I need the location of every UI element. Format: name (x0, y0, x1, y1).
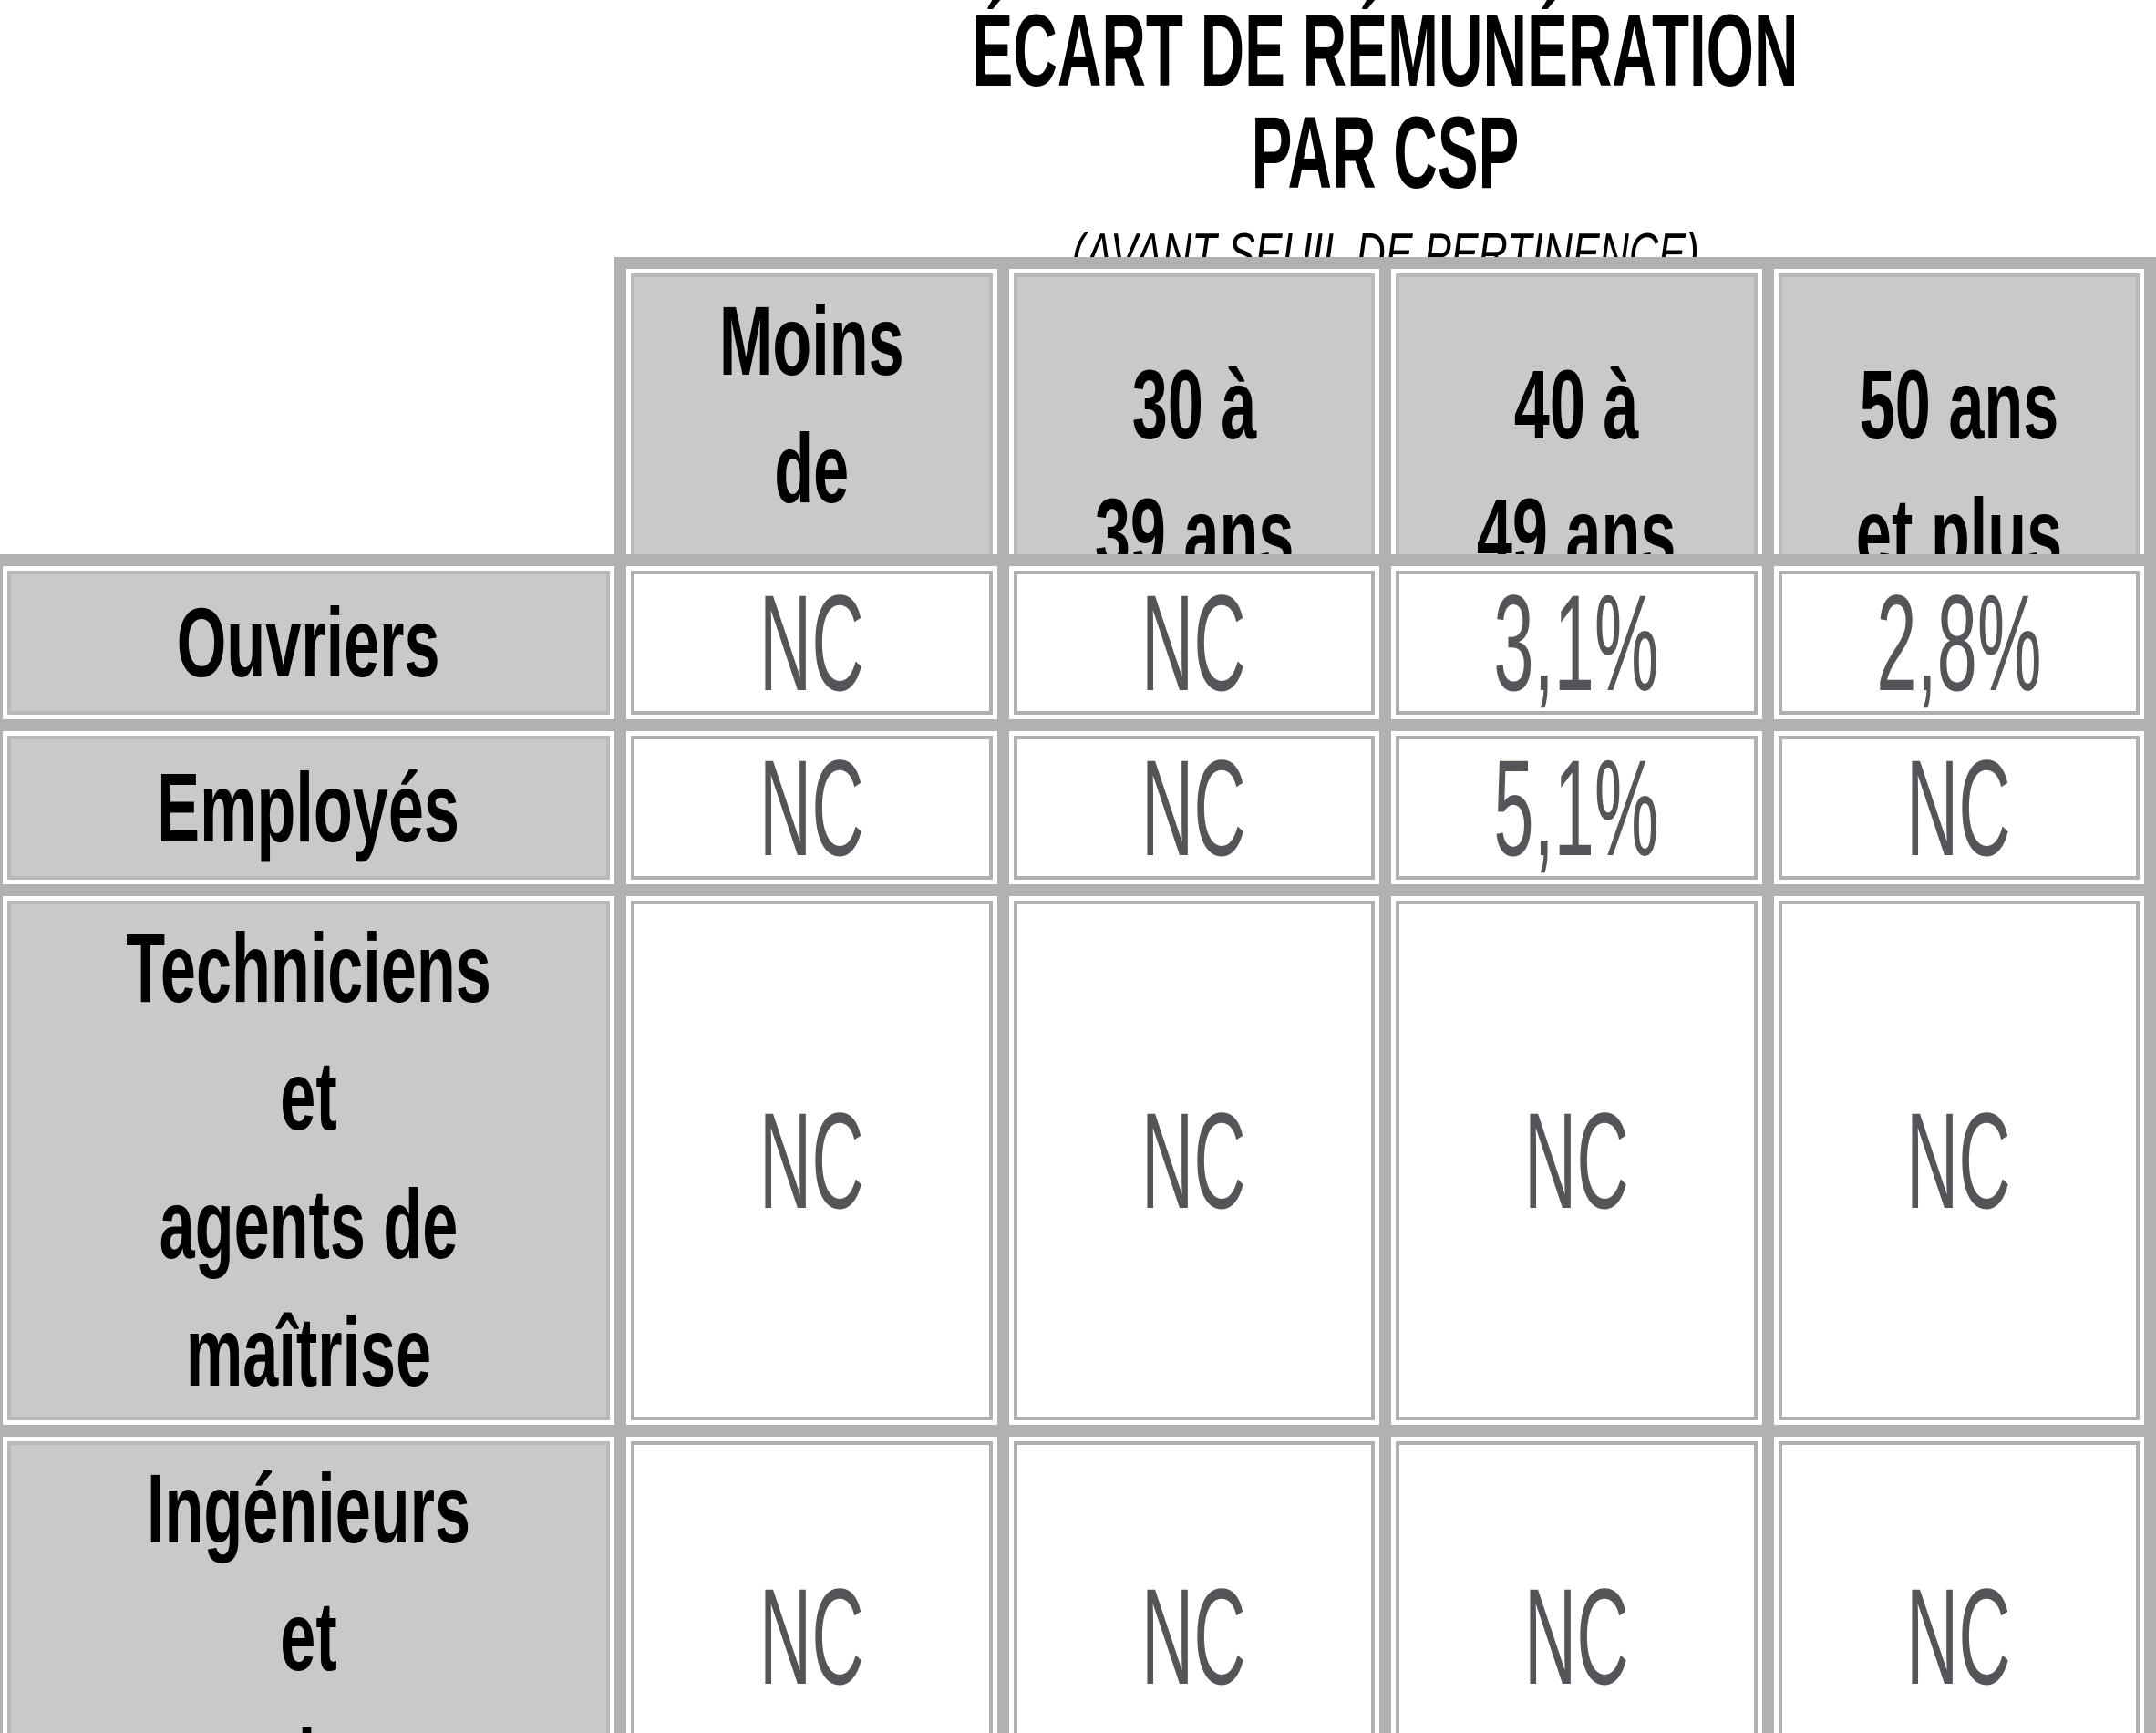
value-cell: 3,1% (1391, 566, 1762, 719)
value-text: 3,1% (1493, 566, 1659, 719)
value-text: NC (1141, 1560, 1247, 1714)
value-cell: 2,8% (1773, 566, 2144, 719)
value-text: 2,8% (1876, 566, 2042, 719)
figure-header: ÉCART DE RÉMUNÉRATION PAR CSP (AVANT SEU… (614, 0, 2156, 283)
row-header-cell-employes: Employés (3, 731, 614, 884)
value-cell: NC (1773, 731, 2144, 884)
chart-title-text: ÉCART DE RÉMUNÉRATION PAR CSP (972, 0, 1799, 210)
value-text: 5,1% (1493, 731, 1659, 884)
value-cell: NC (1391, 896, 1762, 1425)
value-cell: NC (1008, 1436, 1379, 1733)
value-text: NC (1523, 1083, 1629, 1237)
chart-title: ÉCART DE RÉMUNÉRATION PAR CSP (614, 0, 2156, 204)
value-text: NC (1906, 1083, 2012, 1237)
value-text: NC (758, 566, 864, 719)
column-header-row: Moins de 30 ans 30 à 39 ans 40 à 49 ans … (614, 257, 2156, 670)
value-text: NC (1906, 731, 2012, 884)
value-cell: NC (1391, 1436, 1762, 1733)
value-text: NC (758, 1560, 864, 1714)
row-header-label: Ouvriers (177, 586, 440, 697)
row-header-label: Employés (157, 751, 460, 862)
row-header-cell-ingenieurs: Ingénieurs et cadres (3, 1436, 614, 1733)
value-text: NC (1141, 566, 1247, 719)
value-text: NC (1141, 1083, 1247, 1237)
value-text: NC (758, 1083, 864, 1237)
value-cell: NC (626, 1436, 997, 1733)
value-cell: NC (1773, 1436, 2144, 1733)
value-cell: NC (1008, 896, 1379, 1425)
value-text: NC (1906, 1560, 2012, 1714)
value-cell: NC (626, 896, 997, 1425)
row-header-label: Ingénieurs et cadres (147, 1452, 470, 1733)
row-header-cell-techniciens: Techniciens et agents de maîtrise (3, 896, 614, 1425)
row-header-cell-ouvriers: Ouvriers (3, 566, 614, 719)
table-body: Ouvriers NC NC 3,1% 2,8% Employés NC NC … (0, 554, 2156, 1733)
row-header-label: Techniciens et agents de maîtrise (126, 913, 491, 1408)
value-text: NC (1523, 1560, 1629, 1714)
value-cell: NC (626, 731, 997, 884)
value-text: NC (758, 731, 864, 884)
value-cell: NC (626, 566, 997, 719)
value-cell: NC (1773, 896, 2144, 1425)
value-cell: 5,1% (1391, 731, 1762, 884)
value-text: NC (1141, 731, 1247, 884)
value-cell: NC (1008, 566, 1379, 719)
value-cell: NC (1008, 731, 1379, 884)
